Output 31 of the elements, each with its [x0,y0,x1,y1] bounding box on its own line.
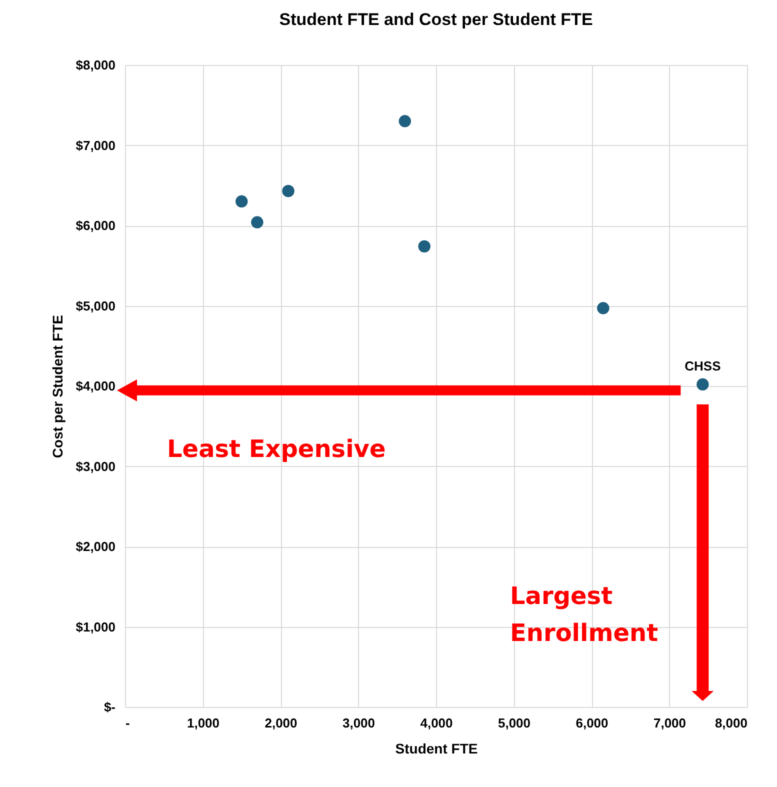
point [282,184,294,198]
x-tick-label: 3,000 [342,716,376,730]
y-tick-label: $8,000 [76,58,116,72]
x-tick-label: 7,000 [653,716,686,730]
point [597,302,610,314]
x-tick-label: 5,000 [498,716,531,730]
y-tick-label: $4,000 [76,378,116,394]
y-tick-label: $2,000 [76,539,116,554]
x-axis-title: Student FTE [395,740,478,756]
annotation: Least Expensive [167,435,386,463]
annotation: Largest Enrollment [510,582,658,647]
y-tick-label: $6,000 [76,218,116,233]
y-tick-label: $5,000 [76,298,116,314]
point [398,115,412,128]
y-axis-title: Cost per Student FTE [50,314,66,458]
x-tick-label: - [126,716,130,730]
point [418,240,430,252]
point [236,195,248,208]
x-tick-label: 6,000 [576,716,608,730]
annotation: CHSS [684,358,722,374]
y-tick-label: $1,000 [76,619,116,634]
x-tick-label: 4,000 [420,716,453,730]
y-tick-label: $3,000 [76,458,116,474]
point [251,216,264,228]
chart-title: Student FTE and Cost per Student FTE [279,10,593,29]
y-tick-label: $- [104,700,116,714]
x-tick-label: 1,000 [186,716,220,730]
y-tick-label: $7,000 [76,138,116,153]
point [696,378,709,391]
x-tick-label: 8,000 [714,716,748,730]
x-tick-label: 2,000 [264,716,298,730]
